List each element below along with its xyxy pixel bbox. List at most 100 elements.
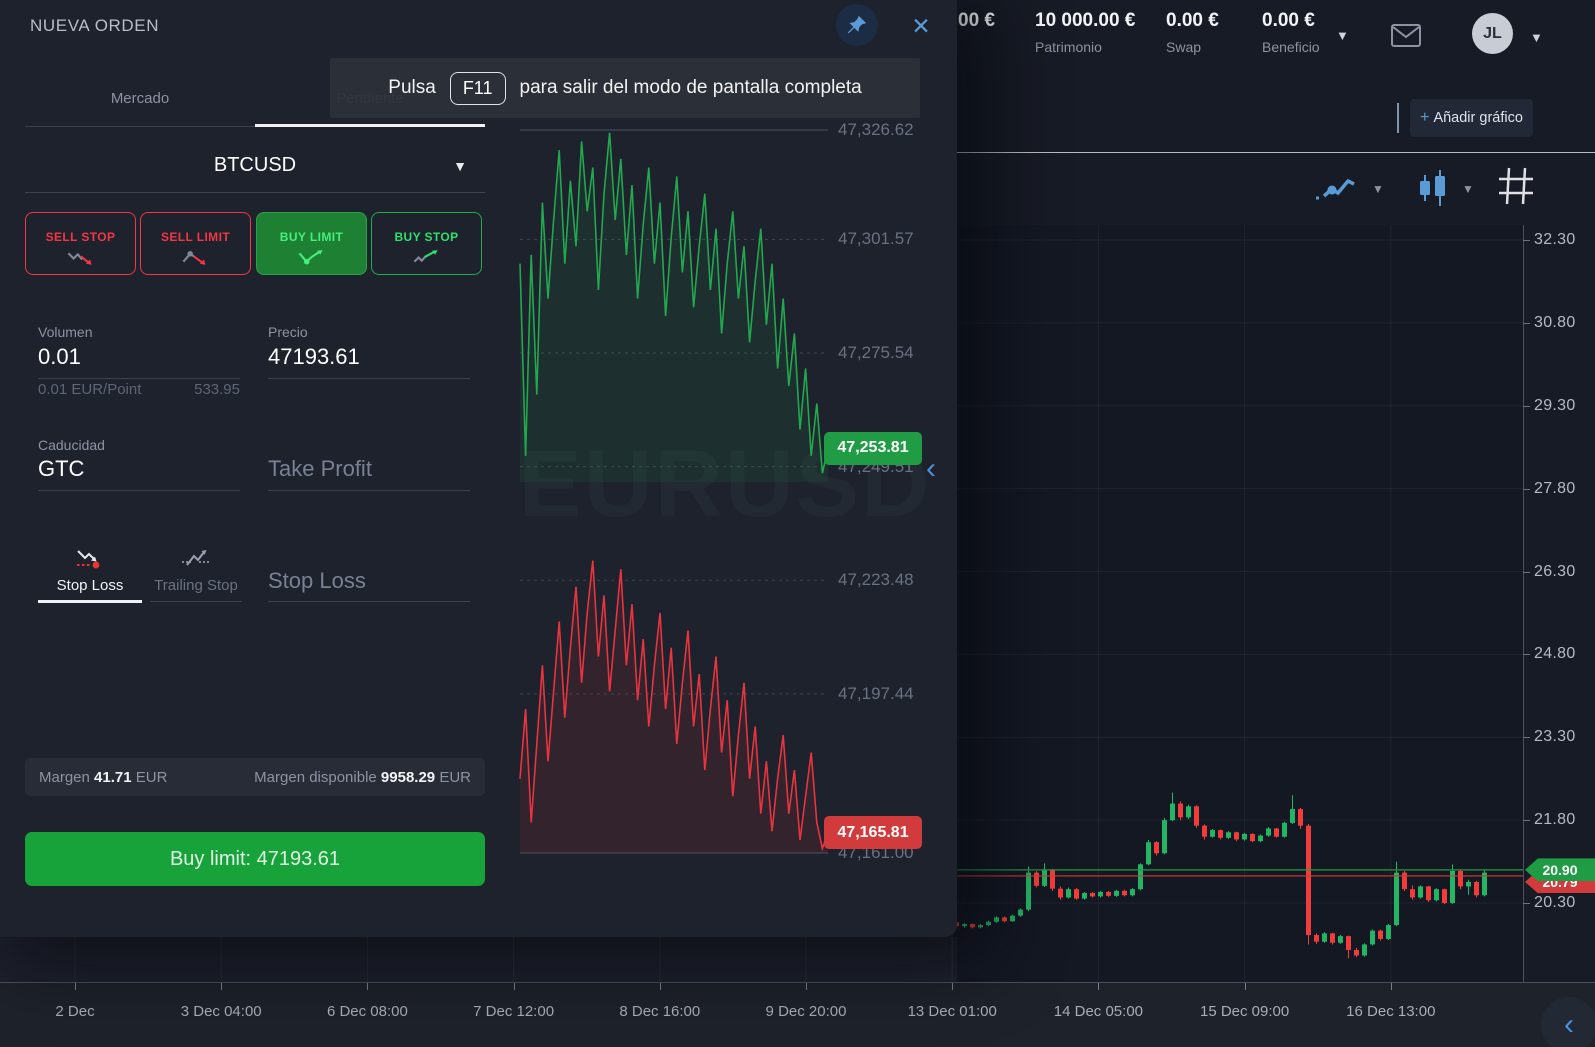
toolbar-divider — [1397, 103, 1399, 133]
stop-loss-active-indicator — [38, 600, 142, 603]
time-tick — [952, 983, 954, 990]
price-input[interactable]: 47193.61 — [268, 344, 360, 369]
chart-tabstrip-divider — [957, 152, 1595, 153]
price-axis-label: 30.80 — [1534, 313, 1576, 331]
depth-axis-label: 47,197.44 — [838, 683, 914, 703]
price-axis-label: 32.30 — [1534, 231, 1576, 248]
sell-limit-icon — [182, 250, 205, 265]
fullscreen-notification: Pulsa F11 para salir del modo de pantall… — [330, 58, 920, 118]
price-axis-label: 20.30 — [1534, 894, 1576, 911]
time-axis-label: 16 Dec 13:00 — [1346, 1003, 1436, 1020]
trailing-stop-icon — [182, 550, 210, 566]
time-tick — [806, 983, 807, 990]
price-axis-label: 23.30 — [1534, 728, 1576, 746]
time-tick — [75, 983, 76, 990]
time-tick — [659, 983, 661, 990]
expiration-label: Caducidad — [38, 437, 105, 453]
price-label: Precio — [268, 324, 308, 340]
price-tick — [1523, 322, 1530, 324]
header-swap: 0.00 € Swap — [1166, 10, 1219, 55]
dialog-title: NUEVA ORDEN — [30, 16, 160, 35]
price-tick — [1523, 405, 1530, 407]
grid-layout-icon[interactable] — [1498, 166, 1534, 209]
stop-loss-input[interactable]: Stop Loss — [268, 568, 366, 593]
buy-stop-button[interactable]: BUY STOP — [371, 212, 482, 275]
price-axis-label: 21.80 — [1534, 811, 1576, 829]
ask-price-badge: 47,253.81 — [824, 431, 922, 465]
header-equity: 10 000.00 € Patrimonio — [1035, 10, 1136, 55]
mail-icon[interactable] — [1390, 22, 1422, 52]
sell-stop-button[interactable]: SELL STOP — [25, 212, 136, 275]
buy-limit-icon — [298, 249, 323, 264]
candle-type-caret[interactable]: ▼ — [1462, 182, 1474, 196]
price-axis-label: 24.80 — [1534, 645, 1576, 663]
tab-divider — [25, 126, 255, 127]
candle-chart-type-icon[interactable] — [1415, 168, 1451, 211]
sell-stop-icon — [67, 252, 92, 265]
time-axis-label: 6 Dec 08:00 — [326, 1003, 408, 1020]
price-tick — [1523, 654, 1530, 656]
line-chart-type-icon[interactable] — [1312, 168, 1358, 209]
tab-mercado[interactable]: Mercado — [25, 90, 255, 107]
depth-tick-chart[interactable] — [505, 120, 845, 880]
pin-icon[interactable] — [836, 4, 878, 46]
time-tick — [513, 983, 515, 990]
expiration-select[interactable]: GTC — [38, 456, 85, 481]
volume-label: Volumen — [38, 324, 93, 340]
time-axis-label: 9 Dec 20:00 — [765, 1003, 847, 1020]
price-tick — [1523, 903, 1530, 904]
depth-collapse-chevron[interactable]: ‹ — [926, 452, 936, 485]
price-tick — [1523, 571, 1530, 573]
line-type-caret[interactable]: ▼ — [1372, 182, 1384, 196]
f11-keycap: F11 — [449, 71, 506, 105]
sell-line-badge: 20.90 — [1525, 858, 1595, 882]
price-tick — [1523, 737, 1530, 739]
time-tick — [1390, 983, 1392, 990]
tab-stop-loss[interactable]: Stop Loss — [38, 548, 142, 594]
volume-unit-info: 0.01 EUR/Point — [38, 381, 142, 398]
time-tick — [1244, 983, 1246, 990]
depth-axis-label: 47,326.62 — [838, 120, 914, 139]
close-icon[interactable]: ✕ — [905, 10, 937, 42]
margin-available: Margen disponible 9958.29 EUR — [254, 768, 471, 786]
price-axis-label: 29.30 — [1534, 396, 1576, 414]
bid-price-badge: 47,165.81 — [824, 816, 922, 850]
symbol-selector[interactable]: BTCUSD ▼ — [25, 148, 485, 193]
time-axis-label: 14 Dec 05:00 — [1053, 1003, 1144, 1020]
buy-limit-button[interactable]: BUY LIMIT — [256, 212, 367, 275]
depth-axis-label: 47,223.48 — [838, 570, 914, 590]
time-axis-label: 3 Dec 04:00 — [180, 1003, 262, 1020]
price-axis-label: 27.80 — [1534, 479, 1576, 497]
volume-input[interactable]: 0.01 — [38, 344, 81, 369]
tab-trailing-stop[interactable]: Trailing Stop — [150, 548, 242, 594]
active-tab-indicator — [255, 124, 485, 127]
time-tick — [367, 983, 369, 990]
sell-limit-button[interactable]: SELL LIMIT — [140, 212, 251, 275]
price-tick — [1523, 240, 1530, 241]
new-order-dialog: NUEVA ORDEN ✕ Mercado Pendiente BTCUSD ▼… — [25, 4, 937, 886]
depth-axis-label: 47,301.57 — [838, 229, 914, 249]
take-profit-input[interactable]: Take Profit — [268, 456, 372, 481]
time-axis[interactable]: 2 Dec 3 Dec 04:00 6 Dec 08:00 7 Dec 12:00 8 … — [0, 982, 1595, 1047]
user-menu-caret[interactable]: ▼ — [1530, 30, 1543, 45]
point-value: 533.95 — [194, 381, 240, 398]
time-axis-label: 2 Dec — [55, 1003, 95, 1020]
add-chart-button[interactable]: + Añadir gráfico — [1410, 99, 1533, 137]
price-axis-line — [1523, 225, 1524, 982]
margin-info-bar: Margen 41.71 EUR Margen disponible 9958.… — [25, 758, 485, 796]
buy-stop-icon — [413, 249, 438, 262]
time-axis-label: 15 Dec 09:00 — [1199, 1003, 1290, 1020]
time-axis-label: 7 Dec 12:00 — [473, 1003, 555, 1020]
time-axis-label: 8 Dec 16:00 — [619, 1003, 701, 1020]
stop-loss-icon — [77, 550, 100, 569]
toast-text: Pulsa — [388, 77, 436, 98]
buy-limit-submit-button[interactable]: Buy limit: 47193.61 — [25, 832, 485, 886]
time-axis-label: 13 Dec 01:00 — [907, 1003, 997, 1020]
bottom-collapse-chevron[interactable]: ‹ — [1541, 997, 1595, 1047]
symbol-name: BTCUSD — [213, 154, 297, 176]
margin-used: Margen 41.71 EUR — [39, 768, 168, 786]
avatar[interactable]: JL — [1472, 13, 1513, 54]
account-dropdown-caret[interactable]: ▼ — [1336, 28, 1349, 43]
price-axis-label: 26.30 — [1534, 562, 1576, 580]
